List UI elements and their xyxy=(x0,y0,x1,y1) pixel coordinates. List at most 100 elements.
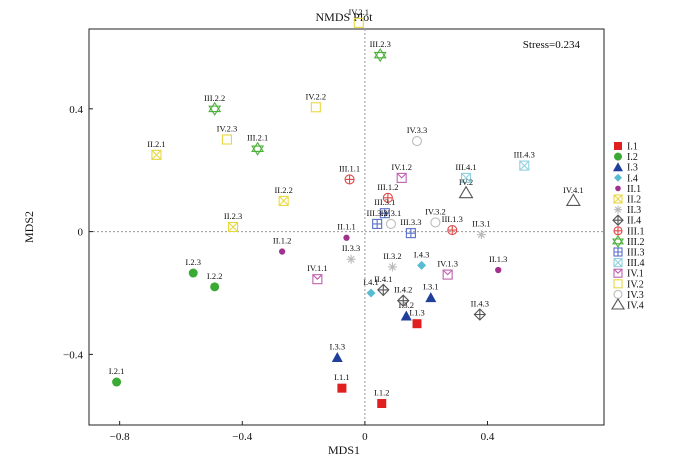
legend-label: II.1 xyxy=(627,184,641,195)
legend-entry-III-4: III.4 xyxy=(613,258,645,269)
chart-title: NMDS Plot xyxy=(315,10,373,24)
point-label: II.2.2 xyxy=(274,185,292,195)
data-point-I-3-2: I.3.2 xyxy=(398,300,414,321)
point-label: III.4.1 xyxy=(455,162,476,172)
data-point-IV-1-2: IV.1.2 xyxy=(391,162,412,183)
legend-label: IV.1 xyxy=(627,269,644,280)
data-point-III-2-1: III.2.1 xyxy=(247,133,268,156)
data-points: I.1.1 I.1.2 I.1.3 I.2.1 I.2.2 I.2.3 I.3.1 I.3.2… xyxy=(109,7,584,409)
point-label: III.2.2 xyxy=(204,93,225,103)
legend-entry-I-1: I.1 xyxy=(614,142,638,153)
data-point-III-3-1: III.3.1 xyxy=(374,197,395,219)
x-axis-label: MDS1 xyxy=(328,443,360,457)
legend-entry-II-2: II.2 xyxy=(613,194,641,206)
point-label: II.3.2 xyxy=(383,251,401,261)
point-label: I.1.1 xyxy=(334,372,350,382)
legend-label: I.1 xyxy=(627,142,638,153)
legend-label: III.1 xyxy=(627,226,645,237)
point-label: I.1.3 xyxy=(409,308,425,318)
point-label: IV.1.1 xyxy=(307,263,328,273)
legend-entry-II-1: II.1 xyxy=(615,184,641,195)
legend-label: III.2 xyxy=(627,237,645,248)
data-point-III-2-2: III.2.2 xyxy=(204,93,225,116)
point-label: IV.3.1 xyxy=(381,208,402,218)
data-point-II-1-1: II.1.1 xyxy=(337,222,356,241)
data-point-II-1-3: II.1.3 xyxy=(489,254,507,274)
axis-ticks: −0.8 −0.4 0 0.4 −0.4 0 0.4 xyxy=(63,104,495,443)
data-point-I-1-3: I.1.3 xyxy=(409,308,425,329)
x-tick-label: 0.4 xyxy=(481,431,495,443)
legend-entry-III-1: III.1 xyxy=(613,226,645,237)
point-label: III.1.2 xyxy=(377,182,398,192)
point-label: IV.1.2 xyxy=(391,162,412,172)
legend-label: III.4 xyxy=(627,258,645,269)
point-label: I.2.3 xyxy=(185,257,201,267)
legend-entry-I-2: I.2 xyxy=(614,152,638,163)
point-label: I.2.2 xyxy=(207,271,223,281)
data-point-IV-2-2: IV.2.2 xyxy=(306,91,326,113)
data-point-II-4-3: II.4.3 xyxy=(471,298,489,321)
x-tick-label: −0.4 xyxy=(232,431,252,443)
point-label: III.3.2 xyxy=(367,208,388,218)
data-point-II-2-1: II.2.1 xyxy=(147,139,166,160)
point-label: I.3.2 xyxy=(398,300,414,310)
point-label: IV.2.1 xyxy=(348,7,369,17)
point-label: III.2.1 xyxy=(247,133,268,143)
point-label: II.3.3 xyxy=(342,243,360,253)
data-point-III-4-1: III.4.1 xyxy=(455,162,477,183)
point-label: III.3.1 xyxy=(374,197,395,207)
legend-entry-II-4: II.4 xyxy=(612,214,641,227)
point-label: IV.3.3 xyxy=(407,125,428,135)
legend-entry-IV-1: IV.1 xyxy=(613,268,644,280)
data-point-III-4-3: III.4.3 xyxy=(514,150,535,171)
data-point-IV-3-1: IV.3.1 xyxy=(381,208,402,229)
legend-entry-I-3: I.3 xyxy=(613,162,638,174)
data-point-I-3-3: I.3.3 xyxy=(330,341,346,362)
point-label: III.1.1 xyxy=(339,163,360,173)
plot-area xyxy=(88,28,605,426)
legend-label: I.2 xyxy=(627,152,638,163)
point-label: II.2.3 xyxy=(224,211,242,221)
point-label: I.3.3 xyxy=(330,341,346,351)
x-tick-label: −0.8 xyxy=(110,431,130,443)
data-point-II-2-2: II.2.2 xyxy=(274,185,293,206)
data-point-I-4-3: I.4.3 xyxy=(414,249,430,270)
point-label: IV.1.3 xyxy=(437,259,458,269)
point-label: II.4.1 xyxy=(374,274,392,284)
point-label: I.3.1 xyxy=(423,282,439,292)
y-axis-label: MDS2 xyxy=(22,211,36,243)
data-point-III-1-1: III.1.1 xyxy=(339,163,360,185)
data-point-I-2-2: I.2.2 xyxy=(207,271,223,292)
data-point-I-4-1: I.4.1 xyxy=(363,277,379,298)
legend-entry-IV-2: IV.2 xyxy=(613,279,644,290)
data-point-IV-2-3: IV.2.3 xyxy=(217,124,238,145)
point-label: I.4.3 xyxy=(414,249,430,259)
legend-entry-IV-4: IV.4 xyxy=(611,297,644,312)
point-label: II.1.3 xyxy=(489,254,507,264)
legend-label: IV.2 xyxy=(627,279,644,290)
legend-entry-I-4: I.4 xyxy=(614,173,638,184)
data-point-II-4-2: II.4.2 xyxy=(394,285,412,307)
point-label: III.3.3 xyxy=(400,217,421,227)
point-label: II.1.1 xyxy=(337,222,355,232)
legend-label: IV.4 xyxy=(627,301,644,312)
point-label: I.4.1 xyxy=(363,277,379,287)
legend-label: I.4 xyxy=(627,173,638,184)
data-point-IV-1-3: IV.1.3 xyxy=(437,259,458,280)
data-point-III-2-3: III.2.3 xyxy=(370,39,391,63)
data-point-IV-3-3: IV.3.3 xyxy=(407,125,428,147)
point-label: II.1.2 xyxy=(273,236,291,246)
reference-lines xyxy=(89,29,604,425)
data-point-II-3-3: II.3.3 xyxy=(342,243,360,264)
point-label: IV.3.2 xyxy=(425,206,446,216)
legend-label: IV.3 xyxy=(627,290,644,301)
point-label: IV.2.3 xyxy=(217,124,238,134)
y-tick-label: 0.4 xyxy=(69,104,83,116)
legend-label: II.3 xyxy=(627,205,641,216)
data-point-IV-1-1: IV.1.1 xyxy=(307,263,328,285)
legend-entry-III-3: III.3 xyxy=(613,247,645,259)
point-label: IV.4.1 xyxy=(563,185,584,195)
point-label: I.2.1 xyxy=(109,366,125,376)
legend: I.1I.2I.3I.4II.1II.2II.3II.4III.1III.2II… xyxy=(611,142,645,312)
